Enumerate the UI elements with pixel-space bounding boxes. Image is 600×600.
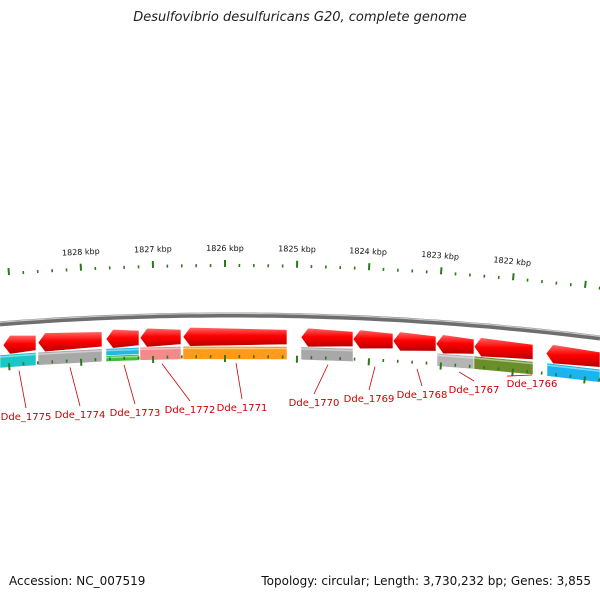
scale-label: 1827 kbp (134, 244, 172, 254)
scale-ticks-top (7, 260, 600, 290)
genome-backbone (0, 312, 600, 341)
feature-highlight (37, 350, 103, 355)
accession-text: Accession: NC_007519 (9, 574, 146, 588)
feature-highlight (546, 364, 600, 373)
gene-arrow[interactable]: Dde_1769 (352, 329, 394, 350)
gene-arrow[interactable]: Dde_1766 (473, 337, 534, 360)
tick-mark (512, 273, 515, 281)
gene-labels[interactable]: Dde_1775 Dde_1774 Dde_1773 Dde_1772 Dde_1771… (1, 362, 558, 423)
scale-label: 1826 kbp (206, 244, 244, 253)
feature-highlight (105, 348, 140, 352)
label-leader (458, 371, 475, 382)
backbone-highlight (0, 312, 600, 337)
label-leader (69, 367, 81, 407)
gene-arrow[interactable]: Dde_1771 (182, 326, 288, 347)
tick-mark (8, 363, 11, 371)
scale-label: 1825 kbp (278, 244, 316, 254)
feature-highlight (300, 348, 354, 352)
gene-label[interactable]: Dde_1768 (397, 390, 448, 401)
tick-mark (584, 280, 587, 288)
backbone-line (0, 312, 600, 341)
feature-highlight (0, 353, 37, 358)
feature-block[interactable] (105, 354, 140, 362)
feature-track[interactable] (0, 346, 600, 383)
gene-label[interactable]: Dde_1770 (289, 398, 340, 409)
feature-block[interactable] (182, 346, 288, 360)
gene-label[interactable]: Dde_1771 (217, 403, 268, 414)
gene-arrow[interactable]: Dde_1773 (105, 328, 140, 349)
gene-track[interactable]: Dde_1775Dde_1774Dde_1773Dde_1772Dde_1771… (2, 326, 600, 368)
tick-mark (583, 376, 586, 384)
gene-arrow[interactable]: Dde_1774 (37, 331, 103, 353)
scale-labels: 1828 kbp 1827 kbp 1826 kbp 1825 kbp 1824 kbp… (62, 244, 532, 268)
feature-highlight (473, 357, 534, 365)
gene-label[interactable]: Dde_1773 (110, 408, 161, 419)
gene-label[interactable]: Dde_1766 (507, 379, 558, 390)
gene-arrow[interactable]: Dde_1767 (435, 334, 475, 355)
scale-ticks-bottom (8, 355, 600, 384)
label-leader (235, 362, 243, 400)
tick-mark (7, 268, 10, 276)
gene-arrow[interactable] (545, 344, 600, 368)
gene-label[interactable]: Dde_1772 (165, 405, 216, 416)
feature-block[interactable] (37, 348, 103, 366)
gene-label[interactable]: Dde_1775 (1, 412, 52, 423)
gene-arrow[interactable]: Dde_1768 (392, 331, 437, 352)
feature-highlight (105, 355, 140, 359)
gene-label[interactable]: Dde_1774 (55, 410, 106, 421)
label-leader (18, 370, 27, 409)
gene-label[interactable]: Dde_1769 (344, 394, 395, 405)
label-leader (416, 368, 423, 387)
scale-label: 1823 kbp (421, 250, 459, 262)
label-leader (368, 366, 376, 391)
tick-mark (511, 368, 514, 376)
gene-label[interactable]: Dde_1767 (449, 385, 500, 396)
map-title: Desulfovibrio desulfuricans G20, complet… (133, 10, 467, 25)
label-leader (123, 364, 136, 405)
genome-info-text: Topology: circular; Length: 3,730,232 bp… (261, 574, 591, 588)
gene-arrow[interactable]: Dde_1775 (2, 334, 37, 355)
gene-arrow[interactable]: Dde_1772 (139, 327, 182, 348)
feature-block[interactable] (139, 346, 182, 361)
feature-block[interactable] (473, 355, 534, 375)
label-leader (506, 374, 533, 377)
feature-highlight (139, 347, 182, 351)
label-leader (161, 363, 191, 402)
gene-arrow[interactable]: Dde_1770 (300, 327, 354, 348)
scale-label: 1828 kbp (62, 247, 100, 258)
scale-label: 1824 kbp (349, 246, 387, 257)
label-leader (313, 364, 329, 395)
feature-highlight (436, 354, 475, 359)
scale-label: 1822 kbp (493, 255, 531, 268)
feature-block[interactable] (546, 362, 600, 383)
